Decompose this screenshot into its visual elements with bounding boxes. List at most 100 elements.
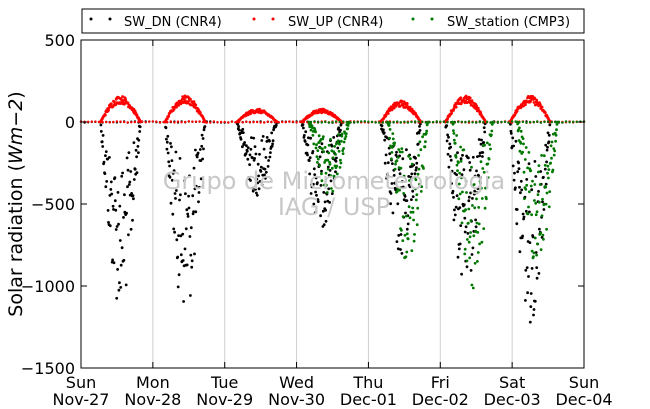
data-point [519, 191, 522, 195]
data-point [180, 121, 183, 124]
data-point [321, 147, 324, 151]
x-tick-label-day: Mon [136, 373, 170, 392]
data-point [380, 124, 384, 128]
data-point [303, 140, 307, 143]
data-point [166, 121, 169, 124]
data-point [524, 188, 528, 191]
data-point [258, 180, 262, 183]
data-point [327, 121, 331, 124]
data-point [467, 195, 471, 199]
data-point [115, 225, 119, 228]
data-point [545, 160, 548, 164]
data-point [170, 178, 174, 182]
data-point [175, 105, 178, 109]
data-point [561, 121, 564, 124]
data-point [524, 209, 528, 213]
data-point [325, 191, 329, 194]
data-point [227, 121, 230, 124]
data-point [424, 140, 427, 144]
data-point [335, 156, 338, 160]
data-point [334, 159, 338, 163]
data-point [519, 129, 523, 133]
data-point [475, 169, 478, 173]
data-point [512, 144, 515, 148]
data-point [268, 139, 271, 143]
data-point [455, 173, 458, 177]
data-point [478, 242, 481, 246]
data-point [254, 152, 258, 156]
data-point [539, 248, 543, 252]
data-point [257, 187, 261, 191]
data-point [388, 127, 392, 131]
data-point [123, 102, 126, 106]
data-point [467, 120, 471, 123]
data-point [306, 143, 310, 147]
data-point [546, 164, 550, 168]
data-point [176, 285, 180, 289]
data-point [241, 131, 245, 135]
data-point [413, 175, 417, 179]
data-point [328, 201, 331, 204]
data-point [391, 132, 395, 136]
data-point [121, 95, 124, 98]
data-point [324, 219, 328, 223]
data-point [259, 170, 263, 173]
data-point [318, 164, 321, 168]
data-point [481, 167, 485, 170]
data-point [540, 154, 543, 157]
data-point [327, 187, 331, 191]
data-point [330, 192, 334, 196]
data-point [518, 126, 521, 130]
data-point [415, 166, 418, 170]
data-point [488, 143, 491, 147]
data-point [175, 189, 178, 192]
data-point [476, 106, 480, 110]
data-point [291, 120, 295, 123]
data-point [256, 181, 260, 185]
data-point [474, 225, 478, 229]
data-point [526, 291, 529, 295]
data-point [122, 216, 125, 219]
data-point [219, 120, 223, 124]
data-point [468, 161, 472, 164]
data-point [335, 172, 339, 176]
data-point [254, 187, 257, 191]
data-point [481, 151, 485, 154]
data-point [331, 156, 335, 160]
data-point [309, 128, 313, 132]
data-point [532, 251, 536, 255]
data-point [475, 221, 479, 225]
data-point [555, 128, 558, 132]
data-point [400, 99, 404, 103]
data-point [249, 179, 252, 182]
data-point [198, 148, 202, 151]
data-point [194, 120, 198, 123]
data-point [467, 207, 471, 211]
data-point [338, 142, 341, 146]
data-point [339, 128, 342, 132]
data-point [462, 148, 466, 152]
data-point [122, 99, 125, 102]
data-point [529, 305, 533, 308]
legend-marker [252, 17, 256, 21]
data-point [521, 150, 524, 154]
data-point [332, 177, 336, 181]
data-point [395, 159, 399, 163]
data-point [97, 120, 101, 124]
data-point [194, 148, 197, 152]
data-point [489, 121, 492, 124]
x-tick-label-day: Sun [66, 373, 96, 392]
data-point [284, 121, 287, 124]
legend-entry-sw-up: SW_UP (CNR4) [252, 15, 383, 30]
x-tick-label-day: Sat [499, 373, 525, 392]
data-point [112, 261, 116, 265]
data-point [264, 170, 268, 174]
data-point [101, 120, 104, 124]
data-point [367, 120, 370, 123]
data-point [535, 276, 539, 280]
data-point [108, 224, 112, 228]
data-point [302, 126, 305, 130]
data-point [111, 258, 114, 262]
data-point [202, 120, 205, 124]
data-point [485, 141, 489, 145]
